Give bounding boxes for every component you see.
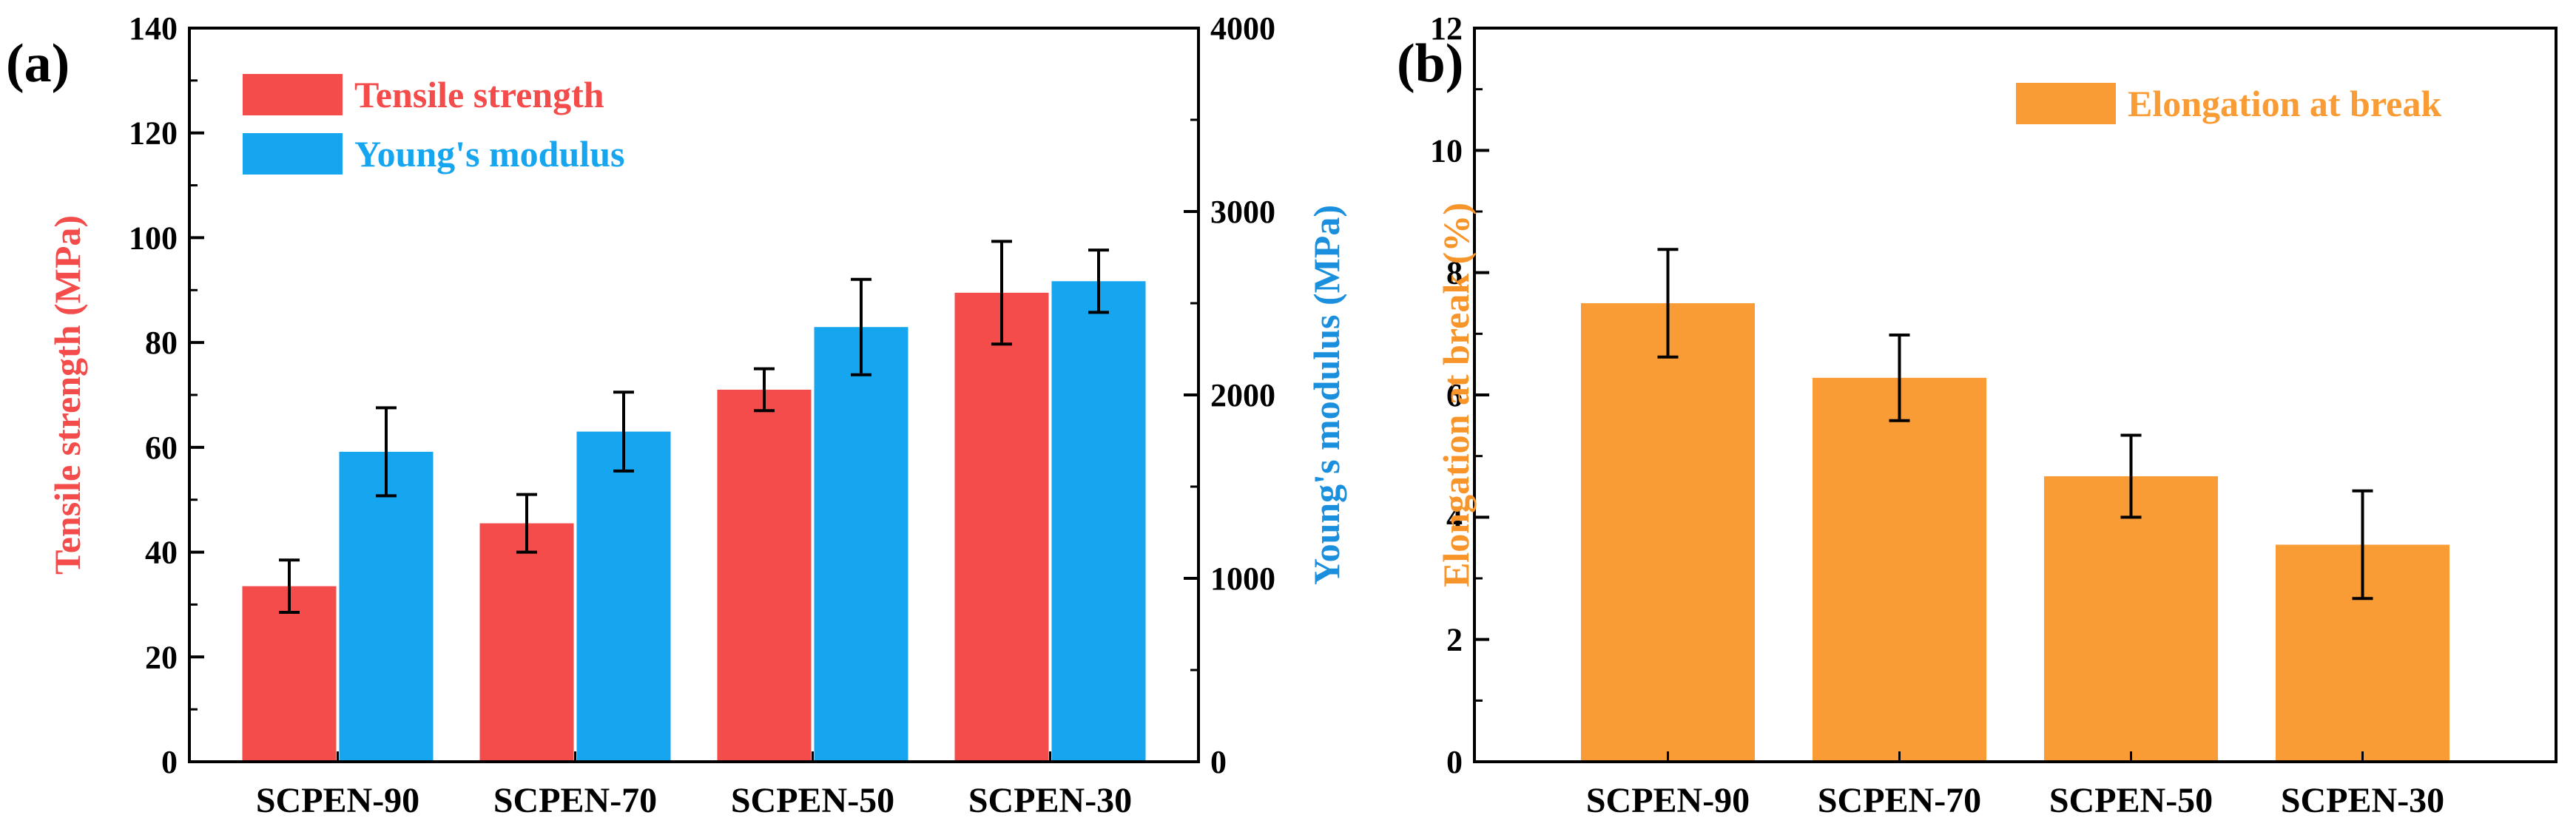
y-tick-label: 80: [145, 325, 178, 361]
bar-tensile-strength-2: [717, 389, 812, 762]
x-tick-label: SCPEN-70: [1818, 781, 1981, 820]
bar-elongation-at-break-0: [1581, 303, 1755, 762]
y2-tick-label: 0: [1210, 744, 1227, 780]
legend-swatch-0: [2016, 83, 2116, 124]
y-tick-label: 0: [1446, 744, 1463, 780]
panel-label: (a): [6, 33, 70, 94]
y-tick-label: 12: [1430, 10, 1463, 47]
y2-axis-title: Young's modulus (MPa): [1306, 205, 1347, 585]
bar-young-s-modulus-3: [1051, 281, 1146, 762]
legend-label-1: Young's modulus: [354, 133, 624, 175]
bar-elongation-at-break-2: [2044, 476, 2218, 762]
y-tick-label: 6: [1446, 377, 1463, 413]
y-tick-label: 2: [1446, 622, 1463, 658]
y-tick-label: 40: [145, 535, 178, 571]
y-tick-label: 20: [145, 639, 178, 675]
y-tick-label: 60: [145, 430, 178, 466]
bar-tensile-strength-1: [479, 523, 574, 762]
y2-tick-label: 2000: [1210, 377, 1275, 413]
legend-label-0: Tensile strength: [354, 74, 604, 115]
x-tick-label: SCPEN-30: [968, 781, 1132, 820]
y-tick-label: 100: [129, 220, 178, 256]
x-tick-label: SCPEN-90: [256, 781, 419, 820]
y-tick-label: 120: [129, 115, 178, 152]
y-tick-label: 140: [129, 10, 178, 47]
x-tick-label: SCPEN-50: [2049, 781, 2213, 820]
panel-label: (b): [1397, 33, 1463, 94]
bar-young-s-modulus-2: [814, 327, 908, 762]
y-tick-label: 10: [1430, 132, 1463, 169]
bar-elongation-at-break-1: [1813, 377, 1986, 762]
x-tick-label: SCPEN-50: [731, 781, 894, 820]
x-tick-label: SCPEN-30: [2281, 781, 2444, 820]
legend-swatch-0: [243, 74, 343, 115]
y-axis-title: Tensile strength (MPa): [47, 215, 88, 575]
bar-young-s-modulus-1: [576, 431, 671, 762]
y2-tick-label: 4000: [1210, 10, 1275, 47]
y2-tick-label: 3000: [1210, 194, 1275, 230]
x-tick-label: SCPEN-90: [1586, 781, 1750, 820]
bar-tensile-strength-0: [242, 586, 337, 762]
legend-swatch-1: [243, 133, 343, 175]
y-tick-label: 0: [161, 744, 178, 780]
y-axis-title: Elongation at break (%): [1435, 203, 1477, 587]
y2-tick-label: 1000: [1210, 561, 1275, 597]
bar-young-s-modulus-0: [339, 451, 434, 762]
y-tick-label: 4: [1446, 499, 1463, 535]
x-tick-label: SCPEN-70: [493, 781, 657, 820]
y-tick-label: 8: [1446, 255, 1463, 291]
legend-label-0: Elongation at break: [2128, 83, 2441, 124]
bar-tensile-strength-3: [954, 292, 1049, 762]
